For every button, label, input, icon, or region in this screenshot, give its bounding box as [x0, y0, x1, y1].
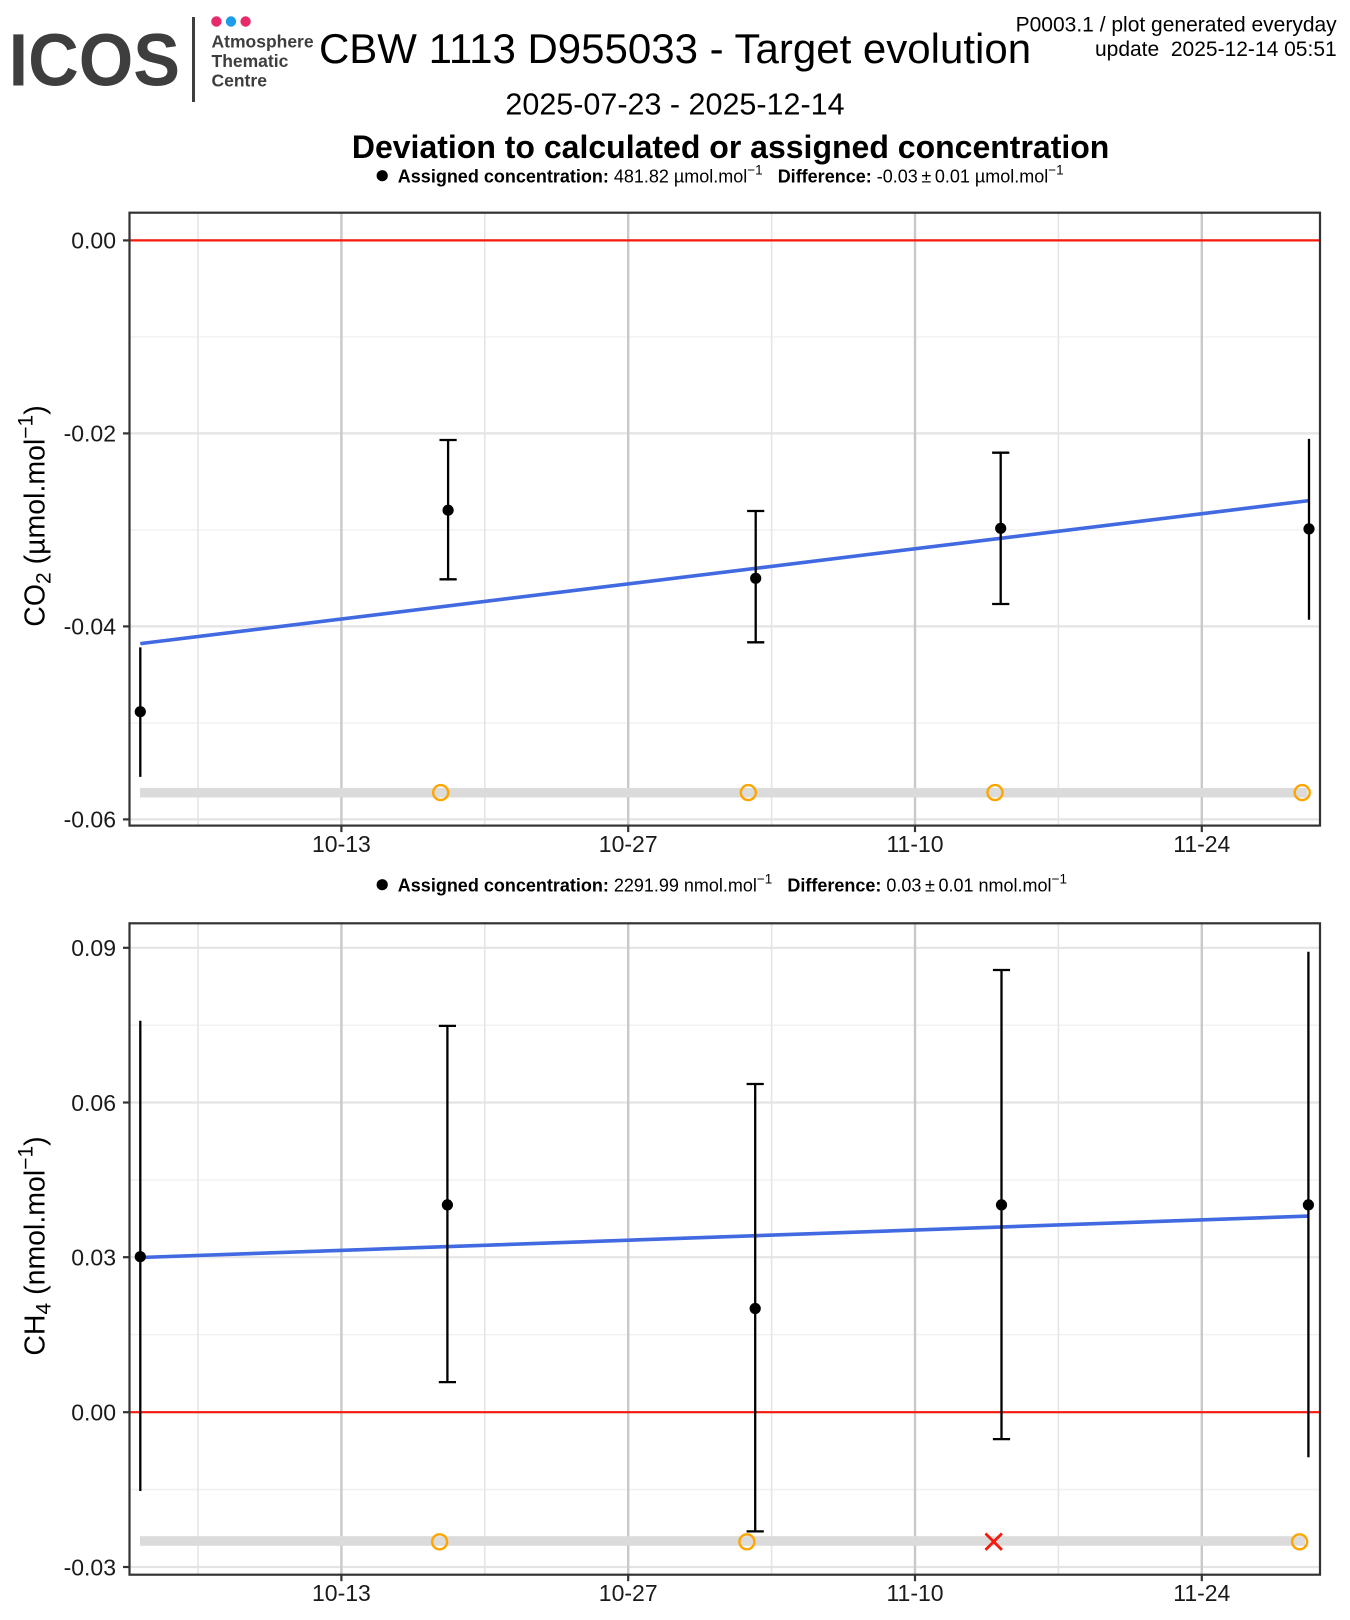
svg-text:0.00: 0.00 — [71, 228, 116, 254]
svg-text:-0.02: -0.02 — [64, 421, 116, 447]
svg-text:Centre: Centre — [212, 71, 268, 91]
svg-text:Atmosphere: Atmosphere — [212, 31, 314, 51]
svg-text:CBW 1113 D955033 - Target evol: CBW 1113 D955033 - Target evolution — [319, 25, 1031, 72]
svg-text:10-27: 10-27 — [599, 831, 658, 857]
svg-text:P0003.1 / plot generated every: P0003.1 / plot generated everyday — [1016, 14, 1338, 37]
svg-text:-0.03: -0.03 — [64, 1554, 116, 1580]
svg-text:CH4 (nmol.mol−1): CH4 (nmol.mol−1) — [15, 1136, 56, 1355]
svg-text:2025-07-23 - 2025-12-14: 2025-07-23 - 2025-12-14 — [505, 88, 844, 122]
svg-text:Assigned concentration: 2291.9: Assigned concentration: 2291.99 nmol.mol… — [398, 871, 1067, 895]
svg-text:11-10: 11-10 — [886, 831, 943, 857]
svg-text:0.06: 0.06 — [71, 1090, 116, 1116]
svg-text:update 2025-12-14 05:51: update 2025-12-14 05:51 — [1095, 38, 1337, 61]
svg-text:10-13: 10-13 — [312, 1580, 371, 1606]
svg-text:Thematic: Thematic — [212, 51, 289, 71]
svg-text:-0.04: -0.04 — [64, 614, 117, 640]
svg-text:Deviation to calculated or ass: Deviation to calculated or assigned conc… — [352, 129, 1110, 165]
svg-text:10-13: 10-13 — [312, 831, 371, 857]
svg-text:Assigned concentration: 481.82: Assigned concentration: 481.82 µmol.mol−… — [398, 162, 1064, 186]
svg-text:11-10: 11-10 — [886, 1580, 943, 1606]
svg-text:-0.06: -0.06 — [64, 807, 116, 833]
svg-text:0.00: 0.00 — [71, 1400, 116, 1426]
svg-text:11-24: 11-24 — [1173, 831, 1230, 857]
svg-text:10-27: 10-27 — [599, 1580, 658, 1606]
svg-text:ICOS: ICOS — [9, 19, 181, 102]
svg-text:0.09: 0.09 — [71, 935, 116, 961]
svg-text:11-24: 11-24 — [1173, 1580, 1230, 1606]
svg-text:0.03: 0.03 — [71, 1245, 116, 1271]
svg-text:CO2 (µmol.mol−1): CO2 (µmol.mol−1) — [15, 405, 56, 626]
